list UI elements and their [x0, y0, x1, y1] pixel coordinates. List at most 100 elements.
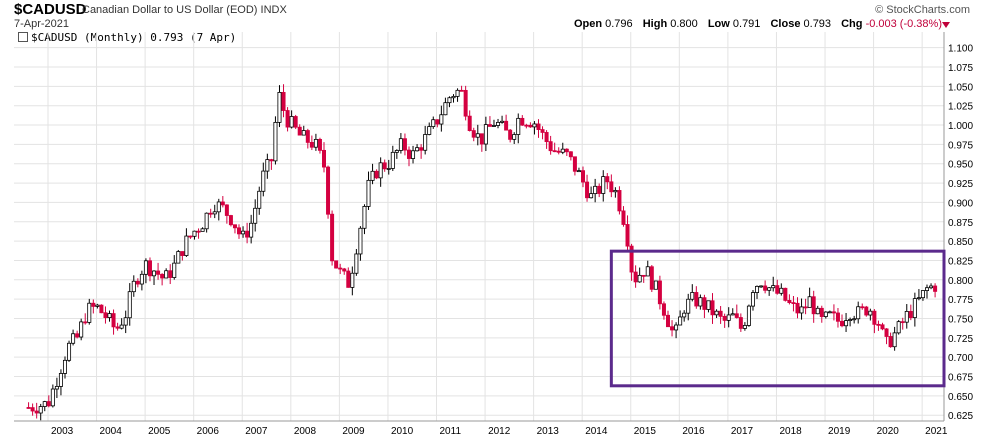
ohlc-candle — [58, 373, 63, 387]
ohlc-candle — [439, 114, 444, 125]
ohlc-candle — [232, 224, 237, 229]
ohlc-candle — [192, 230, 197, 237]
ohlc-candle — [220, 201, 225, 206]
ohlc-candle — [645, 266, 650, 277]
y-tick-label: 0.975 — [948, 140, 973, 151]
ohlc-candle — [585, 181, 590, 199]
y-tick-label: 1.100 — [948, 44, 973, 55]
ohlc-candle — [338, 267, 343, 270]
ohlc-candle — [763, 285, 768, 291]
ohlc-candle — [581, 170, 586, 183]
ohlc-candle — [702, 297, 707, 310]
ohlc-candle — [799, 306, 804, 314]
ohlc-candle — [479, 133, 484, 145]
x-tick-label: 2020 — [877, 426, 900, 437]
ohlc-candle — [597, 185, 602, 194]
ohlc-candle — [698, 297, 703, 307]
range-highlight-box — [609, 249, 946, 388]
y-tick-label: 0.825 — [948, 256, 973, 267]
ohlc-candle — [354, 253, 359, 274]
ohlc-candle — [775, 285, 780, 294]
ohlc-candle — [653, 280, 658, 290]
ohlc-candle — [823, 311, 828, 317]
y-tick-label: 0.950 — [948, 160, 973, 171]
ohlc-candle — [576, 170, 581, 173]
x-tick-label: 2010 — [391, 426, 414, 437]
ohlc-candle — [317, 138, 322, 151]
ohlc-candle — [791, 302, 796, 305]
ohlc-candle — [346, 270, 351, 288]
ohlc-candle — [900, 321, 905, 324]
ohlc-candle — [568, 151, 573, 158]
ohlc-candle — [99, 304, 104, 314]
ohlc-candle — [933, 285, 938, 292]
brand: © StockCharts.com — [875, 4, 970, 16]
ohlc-candle — [532, 123, 537, 128]
ohlc-candle — [714, 310, 719, 316]
ohlc-candle — [119, 324, 124, 329]
ohlc-candle — [216, 201, 221, 213]
ohlc-candle — [556, 150, 561, 153]
ohlc-candle — [524, 124, 529, 127]
series-icon — [18, 32, 28, 42]
ohlc-candle — [912, 298, 917, 318]
ohlc-candle — [750, 292, 755, 307]
y-tick-label: 1.075 — [948, 63, 973, 74]
ohlc-candle — [358, 227, 363, 255]
ohlc-candle — [504, 120, 509, 131]
description-text: Canadian Dollar to US Dollar (EOD) — [82, 4, 258, 16]
ohlc-candle — [168, 270, 173, 278]
ohlc-candle — [208, 212, 213, 215]
ohlc-candle — [670, 326, 675, 331]
ohlc-candle — [892, 332, 897, 348]
close-label: Close — [770, 18, 801, 30]
y-tick-label: 0.925 — [948, 179, 973, 190]
ohlc-candle — [609, 181, 614, 193]
symbol: $CADUSD — [14, 1, 87, 18]
ohlc-candle — [289, 116, 294, 128]
x-tick-label: 2007 — [245, 426, 268, 437]
x-tick-label: 2005 — [148, 426, 171, 437]
close-value: 0.793 — [803, 18, 832, 30]
ohlc-candle — [135, 280, 140, 285]
ohlc-candle — [904, 311, 909, 323]
ohlc-candle — [366, 179, 371, 207]
ohlc-candle — [682, 312, 687, 318]
ohlc-candle — [633, 271, 638, 283]
ohlc-candle — [362, 206, 367, 229]
ohlc-candle — [884, 328, 889, 337]
ohlc-candle — [273, 121, 278, 162]
ohlc-candle — [386, 168, 391, 170]
ohlc-candle — [305, 130, 310, 143]
ohlc-candle — [139, 273, 144, 285]
ohlc-candle — [467, 115, 472, 131]
ohlc-candle — [613, 190, 618, 193]
ohlc-candle — [686, 298, 691, 314]
ohlc-candle — [601, 176, 606, 194]
ohlc-candle — [730, 313, 735, 316]
ohlc-candle — [451, 95, 456, 99]
x-tick-label: 2009 — [342, 426, 365, 437]
ohlc-candle — [87, 302, 92, 323]
ohlc-candle — [896, 321, 901, 334]
ohlc-candle — [560, 148, 565, 153]
ohlc-candle — [872, 310, 877, 325]
y-tick-label: 0.675 — [948, 373, 973, 384]
ohlc-candle — [888, 336, 893, 348]
ohlc-candle — [172, 262, 177, 278]
ohlc-candle — [787, 299, 792, 304]
x-tick-label: 2011 — [440, 426, 462, 437]
ohlc-candle — [856, 306, 861, 320]
ohlc-candle — [528, 124, 533, 128]
ohlc-candle — [406, 149, 411, 159]
description: Canadian Dollar to US Dollar (EOD) INDX — [82, 4, 287, 16]
ohlc-candle — [544, 132, 549, 143]
ohlc-candle — [779, 287, 784, 294]
ohlc-candle — [75, 333, 80, 338]
ohlc-candle — [245, 230, 250, 238]
ohlc-candle — [115, 326, 120, 329]
ohlc-candle — [811, 296, 816, 315]
x-tick-label: 2003 — [51, 426, 74, 437]
ohlc-candle — [864, 306, 869, 316]
